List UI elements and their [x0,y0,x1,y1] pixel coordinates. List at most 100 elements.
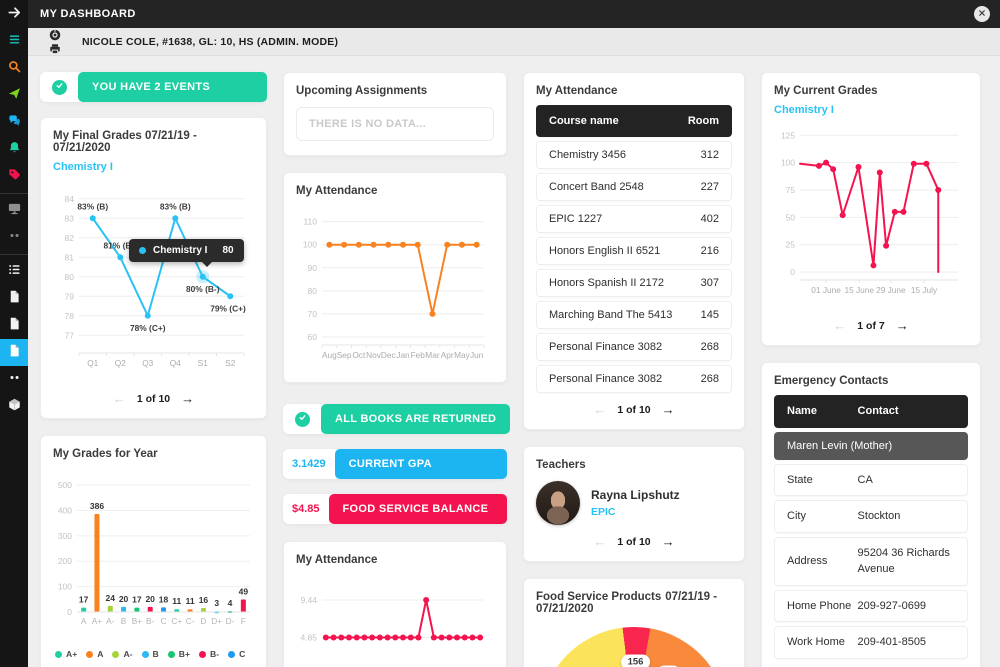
svg-text:0: 0 [67,607,72,617]
target-icon[interactable] [48,28,62,42]
svg-text:Sep: Sep [337,350,352,360]
prev-page-button[interactable]: ← [833,318,847,333]
sidebar-item-cube[interactable] [0,393,28,420]
sidebar-item-menu[interactable] [0,28,28,55]
svg-text:125: 125 [781,130,795,140]
pager: ← 1 of 10 → [53,382,254,410]
svg-text:17: 17 [132,595,142,605]
printer-icon[interactable] [48,42,62,56]
current-grades-card: My Current Grades Chemistry I 125 100 75 50… [761,72,981,346]
sidebar-item-list[interactable] [0,258,28,285]
prev-page-button[interactable]: ← [112,391,126,406]
svg-text:81: 81 [65,252,75,262]
legend-item: B+ [167,649,190,659]
svg-text:50: 50 [786,212,796,222]
svg-text:83: 83 [65,213,75,223]
pager: ← 1 of 7 → [774,309,968,337]
food-banner-label[interactable]: FOOD SERVICE BALANCE [328,494,507,524]
svg-text:200: 200 [58,556,72,566]
check-icon [294,411,310,427]
card-title: My Final Grades 07/21/19 - 07/21/2020 [53,130,197,154]
subject-label: Chemistry I [53,161,113,173]
sidebar-item-send[interactable] [0,82,28,109]
sidebar-item-search[interactable] [0,55,28,82]
legend-dot-icon [86,650,94,658]
no-data-message: THERE IS NO DATA... [296,107,494,141]
svg-text:Feb: Feb [411,350,426,360]
pager: ← 1 of 10 → [536,393,732,421]
sidebar-item-tag[interactable] [0,163,28,190]
svg-text:May: May [454,350,471,360]
legend-dot-icon [198,650,206,658]
send-icon [7,86,22,106]
svg-text:4: 4 [228,598,233,608]
legend-item: B [141,649,159,659]
sidebar-item-dots[interactable] [0,224,28,251]
next-page-button[interactable]: → [661,534,675,549]
dots-icon [7,228,22,248]
prev-page-button[interactable]: ← [593,534,607,549]
course-row[interactable]: Honors English II 6521 216 [536,237,732,265]
sidebar-item-dots[interactable] [0,366,28,393]
page-indicator: 1 of 7 [857,319,885,332]
grades-year-card: My Grades for Year 500 400 300 200 100 0 17 A 38… [40,435,267,667]
next-page-button[interactable]: → [661,402,675,417]
card-title: My Attendance [296,554,378,566]
course-row[interactable]: Concert Band 2548 227 [536,173,732,201]
course-row[interactable]: Chemistry 3456 312 [536,141,732,169]
svg-text:3: 3 [214,598,219,608]
gpa-banner-label[interactable]: CURRENT GPA [334,449,507,479]
legend-dot-icon [55,650,62,658]
svg-text:100: 100 [58,582,72,592]
sidebar-item-monitor[interactable] [0,197,28,224]
svg-text:16: 16 [199,595,209,605]
course-row[interactable]: Honors Spanish II 2172 307 [536,269,732,297]
svg-text:9.44: 9.44 [300,595,317,605]
sidebar-item-file[interactable] [0,285,28,312]
page-title: MY DASHBOARD [40,8,136,20]
next-page-button[interactable]: → [895,318,909,333]
next-page-button[interactable]: → [181,391,195,406]
upcoming-assignments-card: Upcoming Assignments THERE IS NO DATA... [283,72,507,156]
course-row[interactable]: Personal Finance 3082 268 [536,365,732,393]
selected-contact-row[interactable]: Maren Levin (Mother) [774,431,968,460]
file-icon [7,343,22,363]
svg-text:20: 20 [145,594,155,604]
course-row[interactable]: Marching Band The 5413 145 [536,301,732,329]
contact-field-row: City Stockton [774,500,968,533]
sidebar-item-bell[interactable] [0,136,28,163]
course-row[interactable]: EPIC 1227 402 [536,205,732,233]
svg-text:386: 386 [90,501,104,511]
prev-page-button[interactable]: ← [593,402,607,417]
events-banner[interactable]: YOU HAVE 2 EVENTS [40,72,267,102]
dashboard-main: YOU HAVE 2 EVENTS My Final Grades 07/21/… [28,56,1000,667]
food-balance-banner[interactable]: $4.85 FOOD SERVICE BALANCE [283,494,507,524]
close-button[interactable] [974,6,990,22]
sidebar-item-arrow-right[interactable] [0,1,28,28]
svg-text:80: 80 [308,286,318,296]
gpa-banner[interactable]: 3.1429 CURRENT GPA [283,449,507,479]
events-banner-label[interactable]: YOU HAVE 2 EVENTS [78,72,267,102]
sidebar-item-file-active[interactable] [0,339,28,366]
sidebar-item-file[interactable] [0,312,28,339]
sidebar [0,0,28,667]
teacher-avatar [536,481,580,525]
pie-slice-label: 156 [620,654,651,667]
svg-text:11: 11 [172,596,181,606]
svg-text:D+: D+ [211,616,222,626]
svg-text:70: 70 [308,309,318,319]
svg-text:24: 24 [106,593,116,603]
teacher-row: Rayna Lipshutz EPIC [536,481,732,525]
tag-icon [7,167,22,187]
books-banner[interactable]: ALL BOOKS ARE RETURNED [283,404,511,434]
teacher-department: EPIC [591,506,616,518]
cube-icon [7,397,22,417]
books-banner-label[interactable]: ALL BOOKS ARE RETURNED [321,404,511,434]
svg-text:A-: A- [106,616,115,626]
course-row[interactable]: Personal Finance 3082 268 [536,333,732,361]
current-grades-chart: 125 100 75 50 25 0 01 June 15 June 29 June 15 Jul… [774,122,968,309]
courses-table: Course name Room Chemistry 3456 312 Concert … [536,105,732,393]
svg-text:11: 11 [186,596,195,606]
sidebar-item-chat[interactable] [0,109,28,136]
